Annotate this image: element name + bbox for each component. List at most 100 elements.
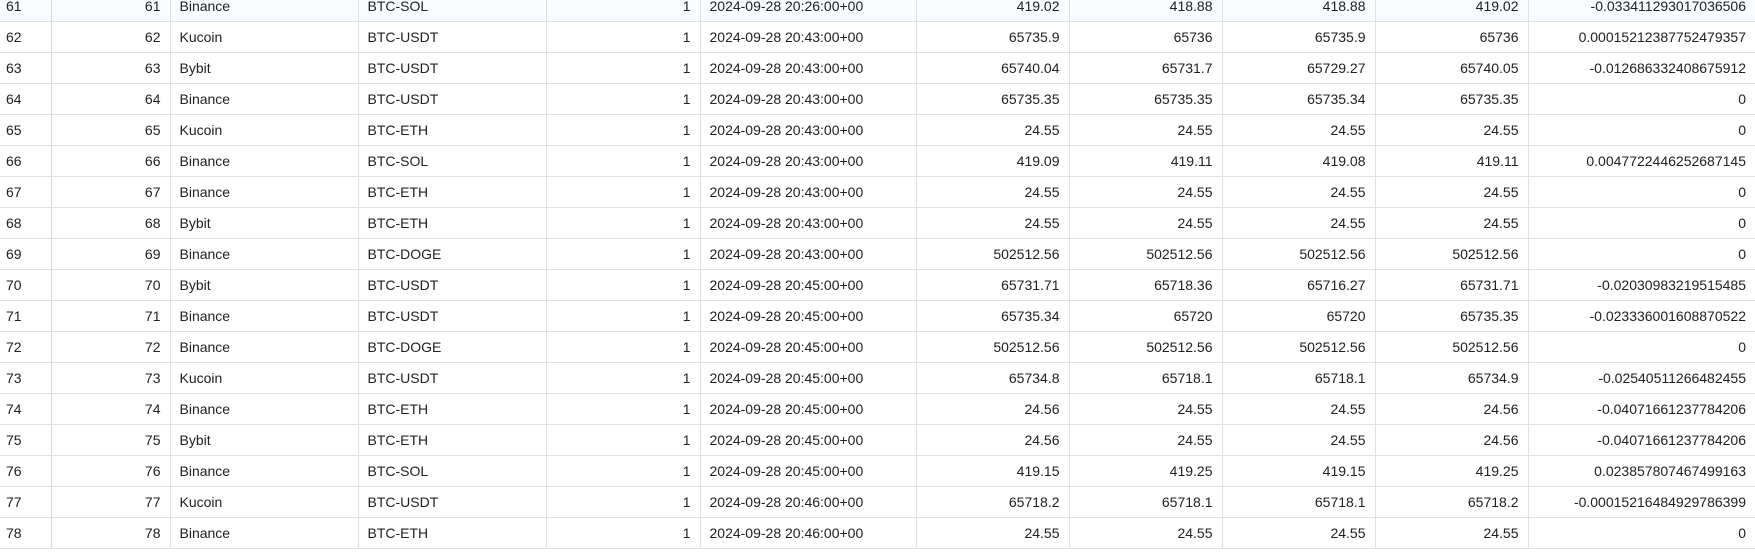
open-cell[interactable]: 24.56 <box>916 424 1070 456</box>
table-row[interactable]: 72 72 Binance BTC-DOGE 1 2024-09-28 20:45:00+… <box>0 331 1755 363</box>
row-number-cell[interactable]: 74 <box>0 393 52 425</box>
high-cell[interactable]: 65718.36 <box>1069 269 1223 301</box>
id-cell[interactable]: 76 <box>51 455 171 487</box>
open-cell[interactable]: 65735.35 <box>916 83 1070 115</box>
high-cell[interactable]: 502512.56 <box>1069 238 1223 270</box>
pair-cell[interactable]: BTC-ETH <box>358 517 547 549</box>
close-cell[interactable]: 419.11 <box>1375 145 1529 177</box>
table-row[interactable]: 61 61 Binance BTC-SOL 1 2024-09-28 20:26:00+0… <box>0 0 1755 22</box>
open-cell[interactable]: 24.55 <box>916 517 1070 549</box>
table-row[interactable]: 71 71 Binance BTC-USDT 1 2024-09-28 20:45:00+… <box>0 300 1755 332</box>
timestamp-cell[interactable]: 2024-09-28 20:43:00+00 <box>700 83 917 115</box>
interval-cell[interactable]: 1 <box>546 424 701 456</box>
table-row[interactable]: 65 65 Kucoin BTC-ETH 1 2024-09-28 20:43:00+00… <box>0 114 1755 146</box>
exchange-cell[interactable]: Binance <box>170 0 359 22</box>
low-cell[interactable]: 65729.27 <box>1222 52 1376 84</box>
low-cell[interactable]: 24.55 <box>1222 114 1376 146</box>
low-cell[interactable]: 65720 <box>1222 300 1376 332</box>
change-cell[interactable]: -0.04071661237784206 <box>1528 393 1755 425</box>
open-cell[interactable]: 419.02 <box>916 0 1070 22</box>
pair-cell[interactable]: BTC-ETH <box>358 393 547 425</box>
open-cell[interactable]: 65735.34 <box>916 300 1070 332</box>
change-cell[interactable]: -0.02540511266482455 <box>1528 362 1755 394</box>
close-cell[interactable]: 24.56 <box>1375 393 1529 425</box>
exchange-cell[interactable]: Binance <box>170 393 359 425</box>
id-cell[interactable]: 64 <box>51 83 171 115</box>
interval-cell[interactable]: 1 <box>546 486 701 518</box>
close-cell[interactable]: 65735.35 <box>1375 83 1529 115</box>
timestamp-cell[interactable]: 2024-09-28 20:43:00+00 <box>700 114 917 146</box>
open-cell[interactable]: 65731.71 <box>916 269 1070 301</box>
id-cell[interactable]: 70 <box>51 269 171 301</box>
close-cell[interactable]: 24.55 <box>1375 176 1529 208</box>
high-cell[interactable]: 65720 <box>1069 300 1223 332</box>
change-cell[interactable]: 0 <box>1528 176 1755 208</box>
high-cell[interactable]: 24.55 <box>1069 517 1223 549</box>
id-cell[interactable]: 71 <box>51 300 171 332</box>
table-row[interactable]: 69 69 Binance BTC-DOGE 1 2024-09-28 20:43:00+… <box>0 238 1755 270</box>
change-cell[interactable]: -0.00015216484929786399 <box>1528 486 1755 518</box>
table-row[interactable]: 78 78 Binance BTC-ETH 1 2024-09-28 20:46:00+0… <box>0 517 1755 549</box>
low-cell[interactable]: 65718.1 <box>1222 362 1376 394</box>
pair-cell[interactable]: BTC-ETH <box>358 114 547 146</box>
pair-cell[interactable]: BTC-USDT <box>358 52 547 84</box>
low-cell[interactable]: 502512.56 <box>1222 238 1376 270</box>
close-cell[interactable]: 65740.05 <box>1375 52 1529 84</box>
change-cell[interactable]: -0.033411293017036506 <box>1528 0 1755 22</box>
open-cell[interactable]: 24.55 <box>916 176 1070 208</box>
interval-cell[interactable]: 1 <box>546 21 701 53</box>
table-row[interactable]: 73 73 Kucoin BTC-USDT 1 2024-09-28 20:45:00+0… <box>0 362 1755 394</box>
exchange-cell[interactable]: Bybit <box>170 207 359 239</box>
interval-cell[interactable]: 1 <box>546 455 701 487</box>
open-cell[interactable]: 65734.8 <box>916 362 1070 394</box>
close-cell[interactable]: 24.56 <box>1375 424 1529 456</box>
row-number-cell[interactable]: 73 <box>0 362 52 394</box>
open-cell[interactable]: 24.55 <box>916 114 1070 146</box>
row-number-cell[interactable]: 65 <box>0 114 52 146</box>
exchange-cell[interactable]: Binance <box>170 176 359 208</box>
id-cell[interactable]: 63 <box>51 52 171 84</box>
id-cell[interactable]: 62 <box>51 21 171 53</box>
row-number-cell[interactable]: 70 <box>0 269 52 301</box>
row-number-cell[interactable]: 67 <box>0 176 52 208</box>
id-cell[interactable]: 67 <box>51 176 171 208</box>
pair-cell[interactable]: BTC-ETH <box>358 424 547 456</box>
table-row[interactable]: 70 70 Bybit BTC-USDT 1 2024-09-28 20:45:00+00… <box>0 269 1755 301</box>
change-cell[interactable]: -0.02030983219515485 <box>1528 269 1755 301</box>
interval-cell[interactable]: 1 <box>546 238 701 270</box>
interval-cell[interactable]: 1 <box>546 52 701 84</box>
timestamp-cell[interactable]: 2024-09-28 20:45:00+00 <box>700 455 917 487</box>
open-cell[interactable]: 65718.2 <box>916 486 1070 518</box>
interval-cell[interactable]: 1 <box>546 176 701 208</box>
high-cell[interactable]: 24.55 <box>1069 176 1223 208</box>
low-cell[interactable]: 24.55 <box>1222 207 1376 239</box>
low-cell[interactable]: 419.15 <box>1222 455 1376 487</box>
table-row[interactable]: 77 77 Kucoin BTC-USDT 1 2024-09-28 20:46:00+0… <box>0 486 1755 518</box>
timestamp-cell[interactable]: 2024-09-28 20:43:00+00 <box>700 176 917 208</box>
open-cell[interactable]: 502512.56 <box>916 238 1070 270</box>
pair-cell[interactable]: BTC-USDT <box>358 486 547 518</box>
high-cell[interactable]: 24.55 <box>1069 424 1223 456</box>
exchange-cell[interactable]: Kucoin <box>170 114 359 146</box>
low-cell[interactable]: 24.55 <box>1222 176 1376 208</box>
table-row[interactable]: 63 63 Bybit BTC-USDT 1 2024-09-28 20:43:00+00… <box>0 52 1755 84</box>
exchange-cell[interactable]: Kucoin <box>170 21 359 53</box>
exchange-cell[interactable]: Bybit <box>170 269 359 301</box>
id-cell[interactable]: 75 <box>51 424 171 456</box>
close-cell[interactable]: 65734.9 <box>1375 362 1529 394</box>
low-cell[interactable]: 24.55 <box>1222 424 1376 456</box>
table-row[interactable]: 64 64 Binance BTC-USDT 1 2024-09-28 20:43:00+… <box>0 83 1755 115</box>
change-cell[interactable]: 0.00015212387752479357 <box>1528 21 1755 53</box>
interval-cell[interactable]: 1 <box>546 0 701 22</box>
high-cell[interactable]: 24.55 <box>1069 207 1223 239</box>
interval-cell[interactable]: 1 <box>546 331 701 363</box>
exchange-cell[interactable]: Binance <box>170 83 359 115</box>
row-number-cell[interactable]: 62 <box>0 21 52 53</box>
id-cell[interactable]: 61 <box>51 0 171 22</box>
high-cell[interactable]: 65731.7 <box>1069 52 1223 84</box>
change-cell[interactable]: 0 <box>1528 114 1755 146</box>
interval-cell[interactable]: 1 <box>546 83 701 115</box>
table-row[interactable]: 67 67 Binance BTC-ETH 1 2024-09-28 20:43:00+0… <box>0 176 1755 208</box>
close-cell[interactable]: 65718.2 <box>1375 486 1529 518</box>
change-cell[interactable]: 0.0047722446252687145 <box>1528 145 1755 177</box>
